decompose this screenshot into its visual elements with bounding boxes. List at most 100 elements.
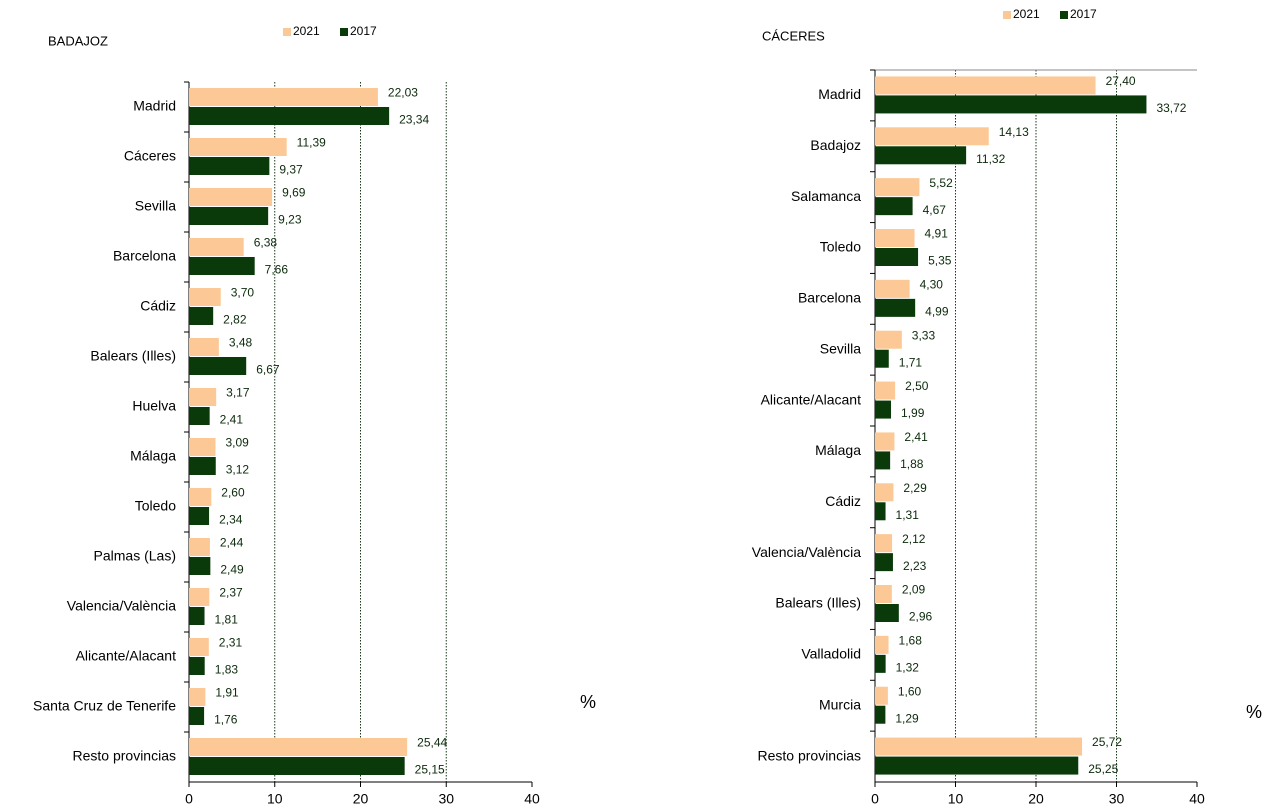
- category-label: Sevilla: [820, 340, 861, 356]
- value-label: 1,91: [215, 686, 239, 700]
- bar: [189, 157, 270, 175]
- category-label: Palmas (Las): [94, 548, 176, 564]
- value-label: 2,37: [219, 586, 243, 600]
- bar: [189, 638, 209, 656]
- value-label: 3,70: [231, 286, 255, 300]
- value-label: 4,30: [920, 278, 944, 292]
- bar: [875, 279, 910, 298]
- bar: [875, 483, 894, 502]
- value-label: 1,32: [896, 661, 920, 675]
- value-label: 2,50: [905, 379, 929, 393]
- category-label: Toledo: [135, 498, 176, 514]
- value-label: 5,52: [929, 176, 953, 190]
- bar: [189, 307, 214, 325]
- category-label: Badajoz: [810, 137, 861, 153]
- value-label: 2,34: [219, 513, 243, 527]
- value-label: 22,03: [388, 86, 418, 100]
- x-tick-label: 30: [438, 791, 454, 807]
- bar: [875, 197, 913, 216]
- bar: [875, 705, 886, 724]
- x-tick-label: 20: [1028, 791, 1044, 807]
- value-label: 11,39: [297, 136, 326, 150]
- category-label: Málaga: [130, 448, 176, 464]
- value-label: 1,60: [898, 684, 922, 698]
- value-label: 9,69: [282, 186, 306, 200]
- legend-swatch: [340, 28, 348, 36]
- bar: [875, 654, 886, 673]
- legend-label: 2017: [350, 24, 377, 38]
- value-label: 2,41: [220, 413, 244, 427]
- bar: [875, 502, 886, 521]
- bar: [189, 357, 247, 375]
- bar: [189, 88, 378, 106]
- value-label: 14,13: [999, 125, 1029, 139]
- x-tick-label: 30: [1109, 791, 1125, 807]
- value-label: 6,38: [254, 236, 278, 250]
- bar: [875, 635, 889, 654]
- axis-unit: %: [580, 692, 596, 712]
- bar: [189, 457, 216, 475]
- bar: [189, 188, 273, 206]
- category-label: Cádiz: [825, 493, 861, 509]
- value-label: 7,66: [265, 263, 289, 277]
- bar: [189, 207, 269, 225]
- value-label: 9,37: [279, 163, 303, 177]
- x-tick-label: 10: [948, 791, 964, 807]
- value-label: 1,99: [901, 406, 925, 420]
- bar: [875, 432, 895, 451]
- bar: [189, 707, 205, 725]
- bar: [875, 330, 902, 349]
- value-label: 3,12: [226, 463, 250, 477]
- category-label: Sevilla: [135, 198, 176, 214]
- value-label: 25,25: [1088, 762, 1118, 776]
- legend-swatch: [283, 28, 291, 36]
- bar: [189, 757, 405, 775]
- bar: [875, 76, 1096, 95]
- chart-title: BADAJOZ: [48, 33, 108, 48]
- axis-unit: %: [1246, 702, 1262, 722]
- legend-label: 2021: [293, 24, 320, 38]
- x-tick-label: 10: [267, 791, 283, 807]
- category-label: Valencia/València: [752, 544, 861, 560]
- bar: [875, 737, 1083, 756]
- value-label: 3,33: [912, 328, 936, 342]
- value-label: 2,09: [902, 583, 926, 597]
- bar: [189, 138, 287, 156]
- category-label: Cádiz: [140, 298, 176, 314]
- category-label: Balears (Illes): [775, 595, 861, 611]
- bar: [189, 538, 210, 556]
- value-label: 2,31: [219, 636, 243, 650]
- category-label: Salamanca: [791, 188, 861, 204]
- value-label: 11,32: [976, 152, 1005, 166]
- value-label: 27,40: [1106, 74, 1136, 88]
- value-label: 5,35: [928, 254, 952, 268]
- category-label: Alicante/Alacant: [76, 648, 177, 664]
- value-label: 1,88: [900, 457, 924, 471]
- bar: [875, 451, 891, 470]
- category-label: Valencia/València: [67, 598, 176, 614]
- category-label: Santa Cruz de Tenerife: [33, 698, 176, 714]
- bar: [875, 534, 893, 553]
- bar: [875, 178, 920, 197]
- value-label: 1,71: [899, 355, 923, 369]
- legend-label: 2017: [1070, 7, 1097, 21]
- bar: [875, 756, 1079, 775]
- bar: [189, 438, 216, 456]
- value-label: 1,31: [896, 508, 920, 522]
- bar: [189, 488, 212, 506]
- bar: [189, 557, 211, 575]
- chart-title: CÁCERES: [762, 28, 825, 43]
- category-label: Valladolid: [801, 646, 861, 662]
- category-label: Toledo: [820, 239, 861, 255]
- category-label: Alicante/Alacant: [761, 391, 862, 407]
- bar: [875, 381, 896, 400]
- category-label: Resto provincias: [73, 748, 177, 764]
- category-label: Madrid: [818, 86, 861, 102]
- value-label: 2,82: [223, 313, 247, 327]
- value-label: 9,23: [278, 213, 302, 227]
- value-label: 4,67: [923, 203, 947, 217]
- bar: [875, 585, 892, 603]
- value-label: 1,29: [895, 711, 919, 725]
- x-tick-label: 0: [185, 791, 193, 807]
- bar: [875, 604, 899, 622]
